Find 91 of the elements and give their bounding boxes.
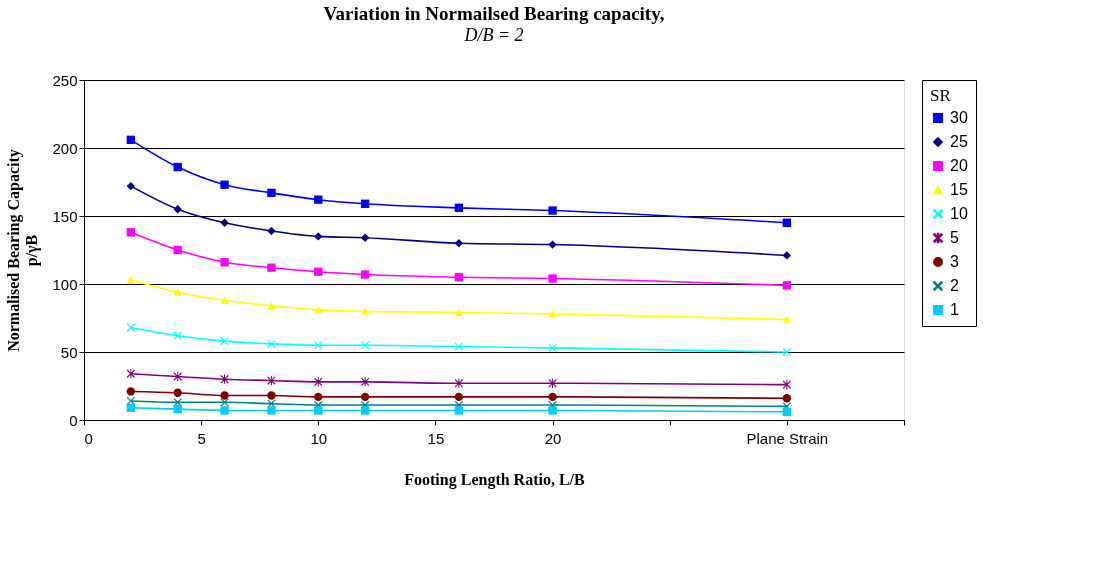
legend-label: 2 [950,277,959,294]
point [454,342,464,351]
legend-label: 15 [950,181,968,198]
point [314,195,323,204]
point [126,135,136,145]
point [220,336,229,346]
point [454,392,464,402]
legend-label: 1 [950,301,959,318]
point [548,206,557,215]
y-axis-title: Normalised Bearing Capacity p/γB [5,149,42,352]
point [126,323,136,332]
point [126,276,136,284]
y-tick-label: 100 [52,275,78,293]
point [314,377,323,387]
x-tick-label: 15 [427,429,445,447]
point [360,406,370,415]
legend-label: 30 [950,109,968,126]
point [267,339,276,349]
point [267,391,276,400]
chart-subtitle: D/B = 2 [463,25,524,45]
point [548,392,557,402]
point [782,251,792,260]
legend-label: 3 [950,253,959,270]
point [314,406,323,415]
point [782,394,792,403]
point [126,387,136,396]
point [454,239,464,248]
point [173,404,182,414]
x-axis-title: Footing Length Ratio, L/B [404,470,586,489]
point [360,392,370,402]
point [220,218,229,227]
point [782,218,792,227]
point [220,296,229,304]
point [173,205,182,214]
point [267,263,276,272]
point [126,228,136,237]
point [782,315,792,323]
point [314,392,323,402]
legend-label: 20 [950,157,968,174]
point [220,391,229,400]
point [173,388,182,397]
point [126,181,136,191]
point [548,240,557,249]
point [454,273,464,282]
point [454,203,464,213]
point [454,406,464,415]
point [548,274,557,283]
point [267,188,276,198]
point [454,308,464,317]
point [314,232,323,241]
point [314,267,323,276]
legend-label: 10 [950,205,968,222]
legend-label: 5 [950,229,959,246]
point [220,258,229,267]
point [173,245,182,255]
point [782,407,792,417]
point [360,307,370,315]
point [360,199,370,208]
x-tick-label: 10 [310,429,328,447]
point [267,406,276,415]
point [548,406,557,415]
point [548,310,557,318]
point [548,343,557,353]
point [173,162,182,172]
chart-title: Variation in Normailsed Bearing capacity, [323,3,665,24]
x-tick-label: Plane Strain [746,429,829,447]
y-tick-label: 50 [60,343,78,361]
point [267,302,276,310]
point [126,403,136,412]
y-tick-label: 200 [52,139,78,157]
point [782,380,792,390]
point [360,341,370,350]
point [220,180,229,189]
legend-title: SR [930,86,952,105]
point [360,233,370,242]
x-tick-label: 5 [197,429,206,447]
point [220,374,229,384]
point [220,406,229,415]
point [360,270,370,279]
point [173,371,182,382]
point [782,281,792,290]
point [173,288,182,296]
y-tick-label: 0 [69,411,78,429]
legend-label: 25 [950,133,968,150]
point [267,226,276,236]
point [314,341,323,350]
x-tick-label: 0 [84,429,93,447]
point [360,377,370,387]
y-tick-label: 250 [52,71,78,89]
y-tick-label: 150 [52,207,78,225]
x-tick-label: 20 [544,429,562,447]
